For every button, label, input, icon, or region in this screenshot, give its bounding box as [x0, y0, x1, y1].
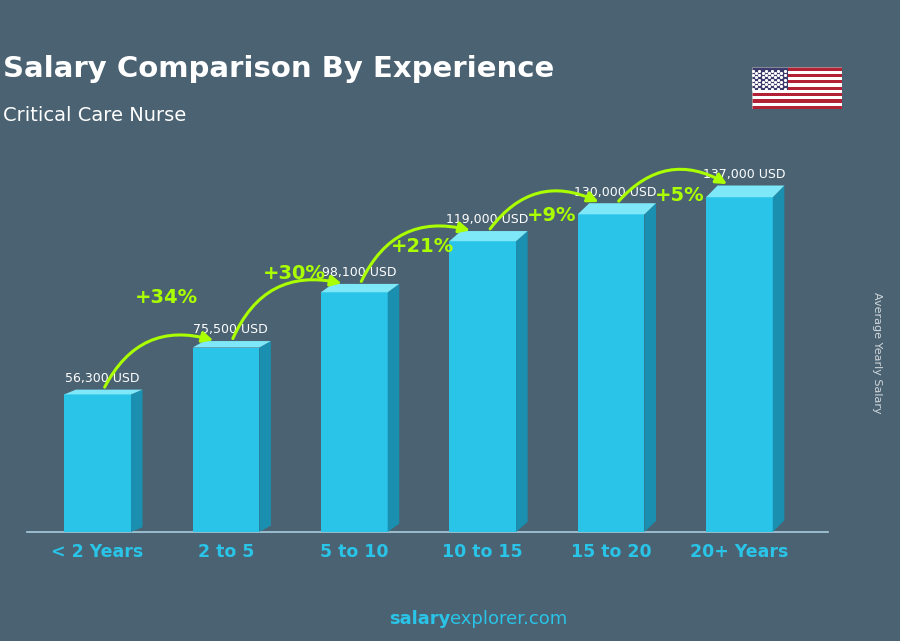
Bar — [752, 71, 842, 74]
Text: +9%: +9% — [526, 206, 576, 225]
Text: +21%: +21% — [392, 237, 454, 256]
Bar — [752, 90, 842, 93]
Text: +34%: +34% — [134, 288, 198, 307]
Polygon shape — [449, 231, 527, 241]
Polygon shape — [259, 341, 271, 532]
Bar — [752, 83, 842, 87]
Bar — [752, 74, 842, 77]
Bar — [752, 103, 842, 106]
Bar — [752, 80, 842, 83]
Bar — [752, 87, 842, 90]
Text: salary: salary — [389, 610, 450, 628]
Bar — [752, 67, 788, 90]
Polygon shape — [193, 341, 271, 347]
Bar — [752, 96, 842, 99]
Polygon shape — [773, 185, 785, 532]
Text: Critical Care Nurse: Critical Care Nurse — [3, 106, 186, 125]
Bar — [752, 77, 842, 80]
Text: +5%: +5% — [654, 187, 705, 205]
Bar — [752, 67, 842, 71]
Bar — [193, 347, 259, 532]
Bar — [578, 214, 644, 532]
Polygon shape — [64, 390, 142, 394]
Text: 137,000 USD: 137,000 USD — [703, 168, 786, 181]
Bar — [752, 93, 842, 96]
Bar — [64, 394, 131, 532]
Bar — [706, 197, 773, 532]
Bar — [752, 99, 842, 103]
Text: explorer.com: explorer.com — [450, 610, 567, 628]
Polygon shape — [706, 185, 785, 197]
Text: 56,300 USD: 56,300 USD — [65, 372, 140, 385]
Polygon shape — [131, 390, 142, 532]
Text: Salary Comparison By Experience: Salary Comparison By Experience — [3, 55, 554, 83]
Polygon shape — [578, 203, 656, 214]
Polygon shape — [321, 284, 400, 292]
Polygon shape — [516, 231, 527, 532]
Bar — [321, 292, 388, 532]
Text: Average Yearly Salary: Average Yearly Salary — [872, 292, 883, 413]
Text: 119,000 USD: 119,000 USD — [446, 213, 528, 226]
Text: 130,000 USD: 130,000 USD — [574, 185, 657, 199]
Bar — [752, 106, 842, 109]
Polygon shape — [644, 203, 656, 532]
Text: 75,500 USD: 75,500 USD — [194, 323, 268, 337]
Text: 98,100 USD: 98,100 USD — [321, 266, 396, 279]
Text: +30%: +30% — [263, 265, 326, 283]
Polygon shape — [388, 284, 400, 532]
Bar — [449, 241, 516, 532]
